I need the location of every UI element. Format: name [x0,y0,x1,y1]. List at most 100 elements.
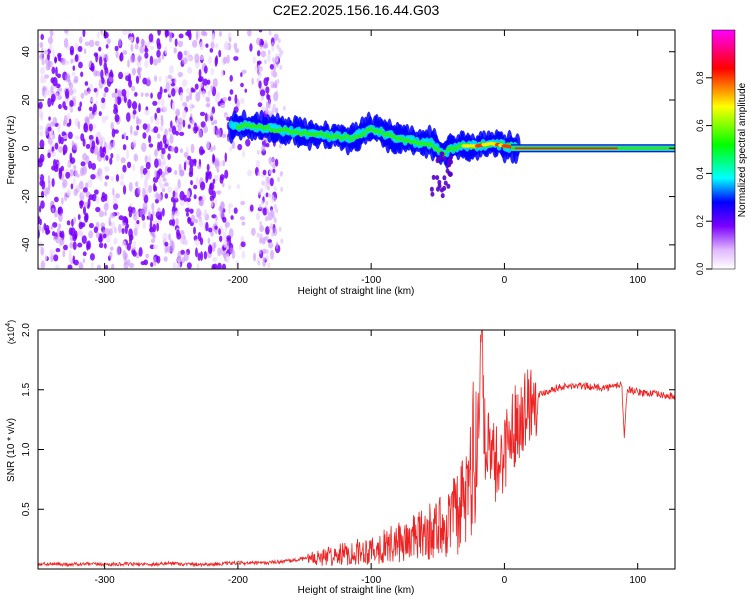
spectrogram-noise-cell [268,241,274,249]
spectrogram-noise-cell [259,237,263,243]
spectrogram-noise-cell [57,52,62,58]
spectrogram-noise-cell [277,38,281,44]
spectrogram-noise-cell [152,223,157,233]
spectrogram-noise-cell [216,168,220,173]
spectrogram-noise-cell [188,91,193,101]
carrier-band-core [515,147,618,150]
spectrogram-noise-cell [99,146,103,154]
spectrogram-noise-cell [74,135,80,140]
spectrogram-noise-cell [199,181,206,191]
spectrogram-noise-cell [44,254,48,261]
spectrogram-noise-cell [127,259,131,266]
spectrogram-noise-cell [226,54,230,64]
spectrogram-noise-cell [113,107,119,115]
spectrogram-noise-cell [53,165,59,173]
spectrogram-noise-cell [189,119,195,125]
spectrogram-noise-cell [105,115,109,120]
spectrogram-noise-cell [116,245,121,256]
spectrogram-noise-cell [137,186,141,195]
spectrogram-noise-cell [174,146,179,154]
spectrogram-noise-cell [77,214,81,220]
x-tick-label: 0 [502,575,508,586]
spectrogram-noise-cell [77,242,83,248]
spectrogram-noise-cell [109,212,116,219]
ridge-cell [318,130,324,136]
spectrogram-noise-cell [188,56,192,62]
spectrogram-noise-cell [165,30,170,37]
spectrogram-noise-cell [174,192,178,200]
spectrogram-noise-cell [223,43,229,51]
spectrogram-noise-cell [105,73,109,80]
spectrogram-noise-cell [154,148,158,157]
ridge-cell [242,122,247,128]
spectrogram-noise-cell [150,115,154,124]
spectrogram-noise-cell [99,172,103,182]
spectrogram-noise-cell [96,131,102,140]
spectrogram-noise-cell [239,216,246,221]
spectrogram-noise-cell [145,253,149,259]
spectrogram-noise-cell [49,30,53,38]
spectrogram-noise-cell [115,153,120,162]
spectrogram-noise-cell [100,222,106,228]
colorbar-tick-label: 0.0 [695,263,705,276]
spectrogram-noise-cell [148,184,153,194]
spectrogram-noise-cell [85,143,91,149]
spectrogram-noise-cell [88,222,94,229]
spectrogram-noise-cell [259,89,266,97]
spectrogram-noise-cell [58,134,62,144]
spectrogram-noise-cell [193,226,196,235]
spectrogram-noise-cell [122,50,128,56]
snr-y-multiplier: (x104) [5,320,16,344]
spectrogram-noise-cell [170,146,175,151]
spectrogram-noise-cell [122,250,127,260]
spectrogram-noise-cell [126,223,129,229]
ridge-cell [439,187,444,193]
spectrogram-noise-cell [113,203,119,210]
spectrogram-noise-cell [189,113,193,118]
spectrogram-noise-cell [168,31,173,42]
spectrogram-noise-cell [169,239,174,249]
spectrogram-noise-cell [255,212,261,221]
spectrogram-noise-cell [78,61,83,69]
spectrogram-noise-cell [118,215,124,221]
spectrogram-noise-cell [117,97,121,106]
ridge-cell [259,123,264,129]
spectrogram-noise-cell [38,225,42,232]
spectrogram-noise-cell [195,91,201,102]
spectrogram-noise-cell [113,237,118,245]
spectrogram-noise-cell [41,58,45,66]
spectrogram-noise-cell [62,249,66,258]
x-tick-label: 100 [629,275,646,286]
spectrogram-noise-cell [270,249,275,260]
spectrogram-noise-cell [153,256,157,267]
spectrogram-noise-cell [128,36,134,42]
spectrogram-noise-cell [134,92,138,97]
spectrogram-noise-cell [129,235,132,246]
spectrogram-noise-cell [199,89,205,96]
spectrogram-noise-cell [197,77,203,82]
spectrogram-noise-cell [115,49,119,59]
spectrogram-noise-cell [132,109,137,115]
spectrogram-noise-cell [104,31,109,39]
spectrogram-noise-cell [67,131,73,140]
colorbar-gradient [711,29,736,270]
spectrogram-noise-cell [138,71,142,80]
spectrogram-noise-cell [273,186,278,191]
spectrogram-noise-cell [134,43,139,50]
ridge-cell [368,126,374,132]
colorbar-ticks: 0.0 0.2 0.4 0.6 0.8 [695,72,712,276]
spectrogram-noise-cell [177,260,181,269]
spectrogram-noise-cell [200,30,207,36]
spectrogram-noise-cell [62,150,66,156]
spectrogram-noise-cell [210,41,215,49]
spectrogram-noise-cell [104,166,110,172]
spectrogram-noise-cell [265,101,269,109]
spectrogram-noise-cell [273,197,277,203]
spectrogram-noise-cell [158,193,163,202]
spectrogram-noise-cell [52,159,57,168]
spectrogram-noise-cell [40,33,44,41]
ridge-cell [262,125,267,131]
spectrogram-noise-cell [269,64,274,70]
spectrogram-noise-cell [241,69,247,74]
y-tick-label: 1.0 [21,442,32,456]
